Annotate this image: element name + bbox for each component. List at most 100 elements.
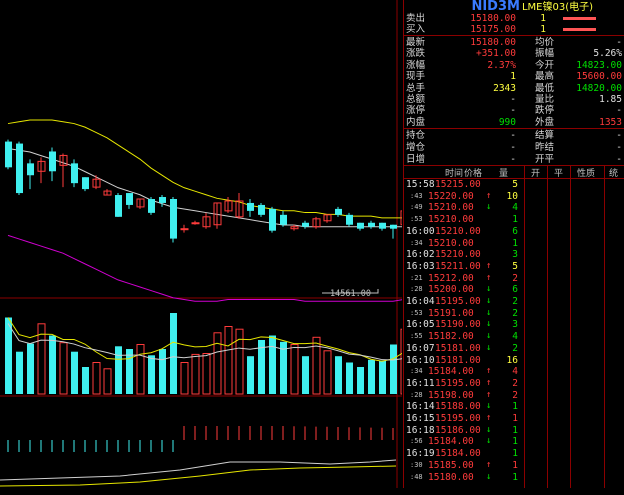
stat-value: +351.00: [475, 48, 516, 60]
stat-row: 最新 15180.00 均价 -: [404, 37, 624, 48]
volume-bar: [27, 343, 34, 394]
stat-row: 总额 - 量比 1.85: [404, 94, 624, 105]
stat-value: 1.85: [599, 94, 622, 105]
tick-price: 15212.00: [428, 272, 474, 284]
stat-label: 结算: [535, 130, 555, 141]
tick-volume: 4: [512, 366, 518, 378]
stat-row: 涨跌 +351.00 振幅 5.26%: [404, 48, 624, 59]
stat-value: -: [616, 130, 622, 141]
down-arrow-icon: ↓: [486, 331, 492, 342]
buy-bar: [563, 28, 596, 31]
stat-row: 总手 2343 最低 14820.00: [404, 83, 624, 94]
tick-row: :34 15210.00 1: [404, 238, 624, 250]
tick-row: 16:10 15181.00 16: [404, 355, 624, 367]
tick-row: 16:04 15195.00 ↓ 2: [404, 296, 624, 308]
volume-bar: [191, 353, 200, 395]
volume-bar: [247, 356, 254, 394]
tick-price: 15215.00: [435, 179, 481, 190]
volume-bar: [368, 359, 375, 394]
price-label-leader: [322, 289, 379, 294]
volume-bar: [37, 323, 46, 395]
tick-time: 16:19: [406, 448, 435, 460]
volume-bar: [290, 344, 299, 395]
candle-body: [379, 222, 386, 229]
tick-time: 16:02: [406, 249, 435, 261]
candle-body: [213, 202, 222, 226]
price-level-label: 14561.00: [330, 289, 371, 299]
candle-body: [269, 208, 276, 231]
down-arrow-icon: ↓: [486, 296, 492, 306]
volume-bar: [202, 353, 211, 395]
tick-time: 16:15: [406, 413, 435, 424]
tick-volume: 5: [512, 179, 518, 190]
quote-title: NID3M LME镍03(电子): [404, 0, 624, 14]
candle-body: [290, 226, 299, 230]
tick-row: [404, 483, 624, 495]
stat-value: 5.26%: [593, 48, 622, 60]
tick-price: 15185.00: [428, 459, 474, 471]
tick-price: 15184.00: [428, 436, 474, 448]
tick-row: :48 15180.00 ↓ 1: [404, 472, 624, 484]
tick-volume: 2: [512, 342, 518, 354]
stat-value: -: [510, 130, 516, 141]
candle-body: [71, 163, 78, 184]
tick-time: 16:14: [406, 401, 435, 413]
stat-label: 增仓: [406, 141, 426, 153]
candle-body: [390, 224, 397, 229]
stat-value: 14823.00: [576, 59, 622, 71]
symbol-name: LME镍03(电子): [521, 2, 593, 13]
ma-line-yellow: [7, 119, 402, 219]
stat-label: 今开: [535, 59, 555, 71]
volume-bar: [59, 342, 68, 395]
stat-label: 昨结: [535, 141, 555, 153]
candle-body: [115, 195, 122, 217]
stat-label: 最低: [535, 82, 555, 94]
stat-value: 2343: [493, 82, 516, 94]
candle-body: [37, 160, 46, 172]
down-arrow-icon: ↓: [486, 284, 492, 295]
stat-value: -: [616, 37, 622, 48]
volume-bar: [335, 356, 342, 394]
up-arrow-icon: ↑: [486, 366, 492, 377]
tick-price: 15220.00: [428, 190, 474, 202]
volume-bar: [346, 362, 353, 394]
tick-time: :34: [410, 238, 423, 247]
volume-bar: [379, 360, 386, 394]
volume-bar: [148, 355, 155, 394]
volume-bar: [170, 313, 177, 394]
tick-volume: 2: [512, 389, 518, 401]
volume-bar: [126, 349, 133, 394]
down-arrow-icon: ↓: [486, 424, 492, 435]
tick-row: 16:19 15184.00 1: [404, 448, 624, 460]
volume-bar: [280, 341, 287, 394]
volume-bar: [180, 362, 189, 395]
tick-time: 16:00: [406, 225, 435, 237]
volume-bar: [103, 368, 112, 395]
tick-volume: 1: [512, 436, 518, 448]
tick-row: :55 15182.00 ↓ 4: [404, 331, 624, 343]
tick-volume: 1: [512, 401, 518, 413]
position-row: 持仓 - 结算 -: [404, 130, 624, 141]
tick-volume: 1: [512, 424, 518, 436]
candle-body: [16, 143, 23, 194]
stat-value: 990: [498, 116, 516, 128]
tick-row: :28 15198.00 ↑ 2: [404, 390, 624, 402]
tick-time: 16:04: [406, 296, 435, 307]
tick-volume: 16: [506, 354, 518, 366]
volume-bar: [258, 340, 265, 394]
tick-volume: 1: [512, 448, 518, 460]
tick-row: :56 15184.00 ↓ 1: [404, 436, 624, 448]
candle-body: [323, 214, 332, 222]
stat-label: 量比: [535, 94, 555, 105]
candle-body: [335, 208, 342, 215]
tick-row: :21 15212.00 ↑ 2: [404, 273, 624, 285]
candle-body: [136, 198, 145, 208]
tick-volume: 4: [512, 331, 518, 343]
kline-chart[interactable]: 14561.00: [0, 0, 402, 488]
candle-body: [346, 214, 353, 225]
volume-bar: [224, 326, 233, 395]
stat-value: 15600.00: [576, 71, 622, 83]
down-arrow-icon: ↓: [486, 342, 492, 353]
candle-body: [258, 204, 265, 215]
tick-volume: 2: [512, 272, 518, 284]
